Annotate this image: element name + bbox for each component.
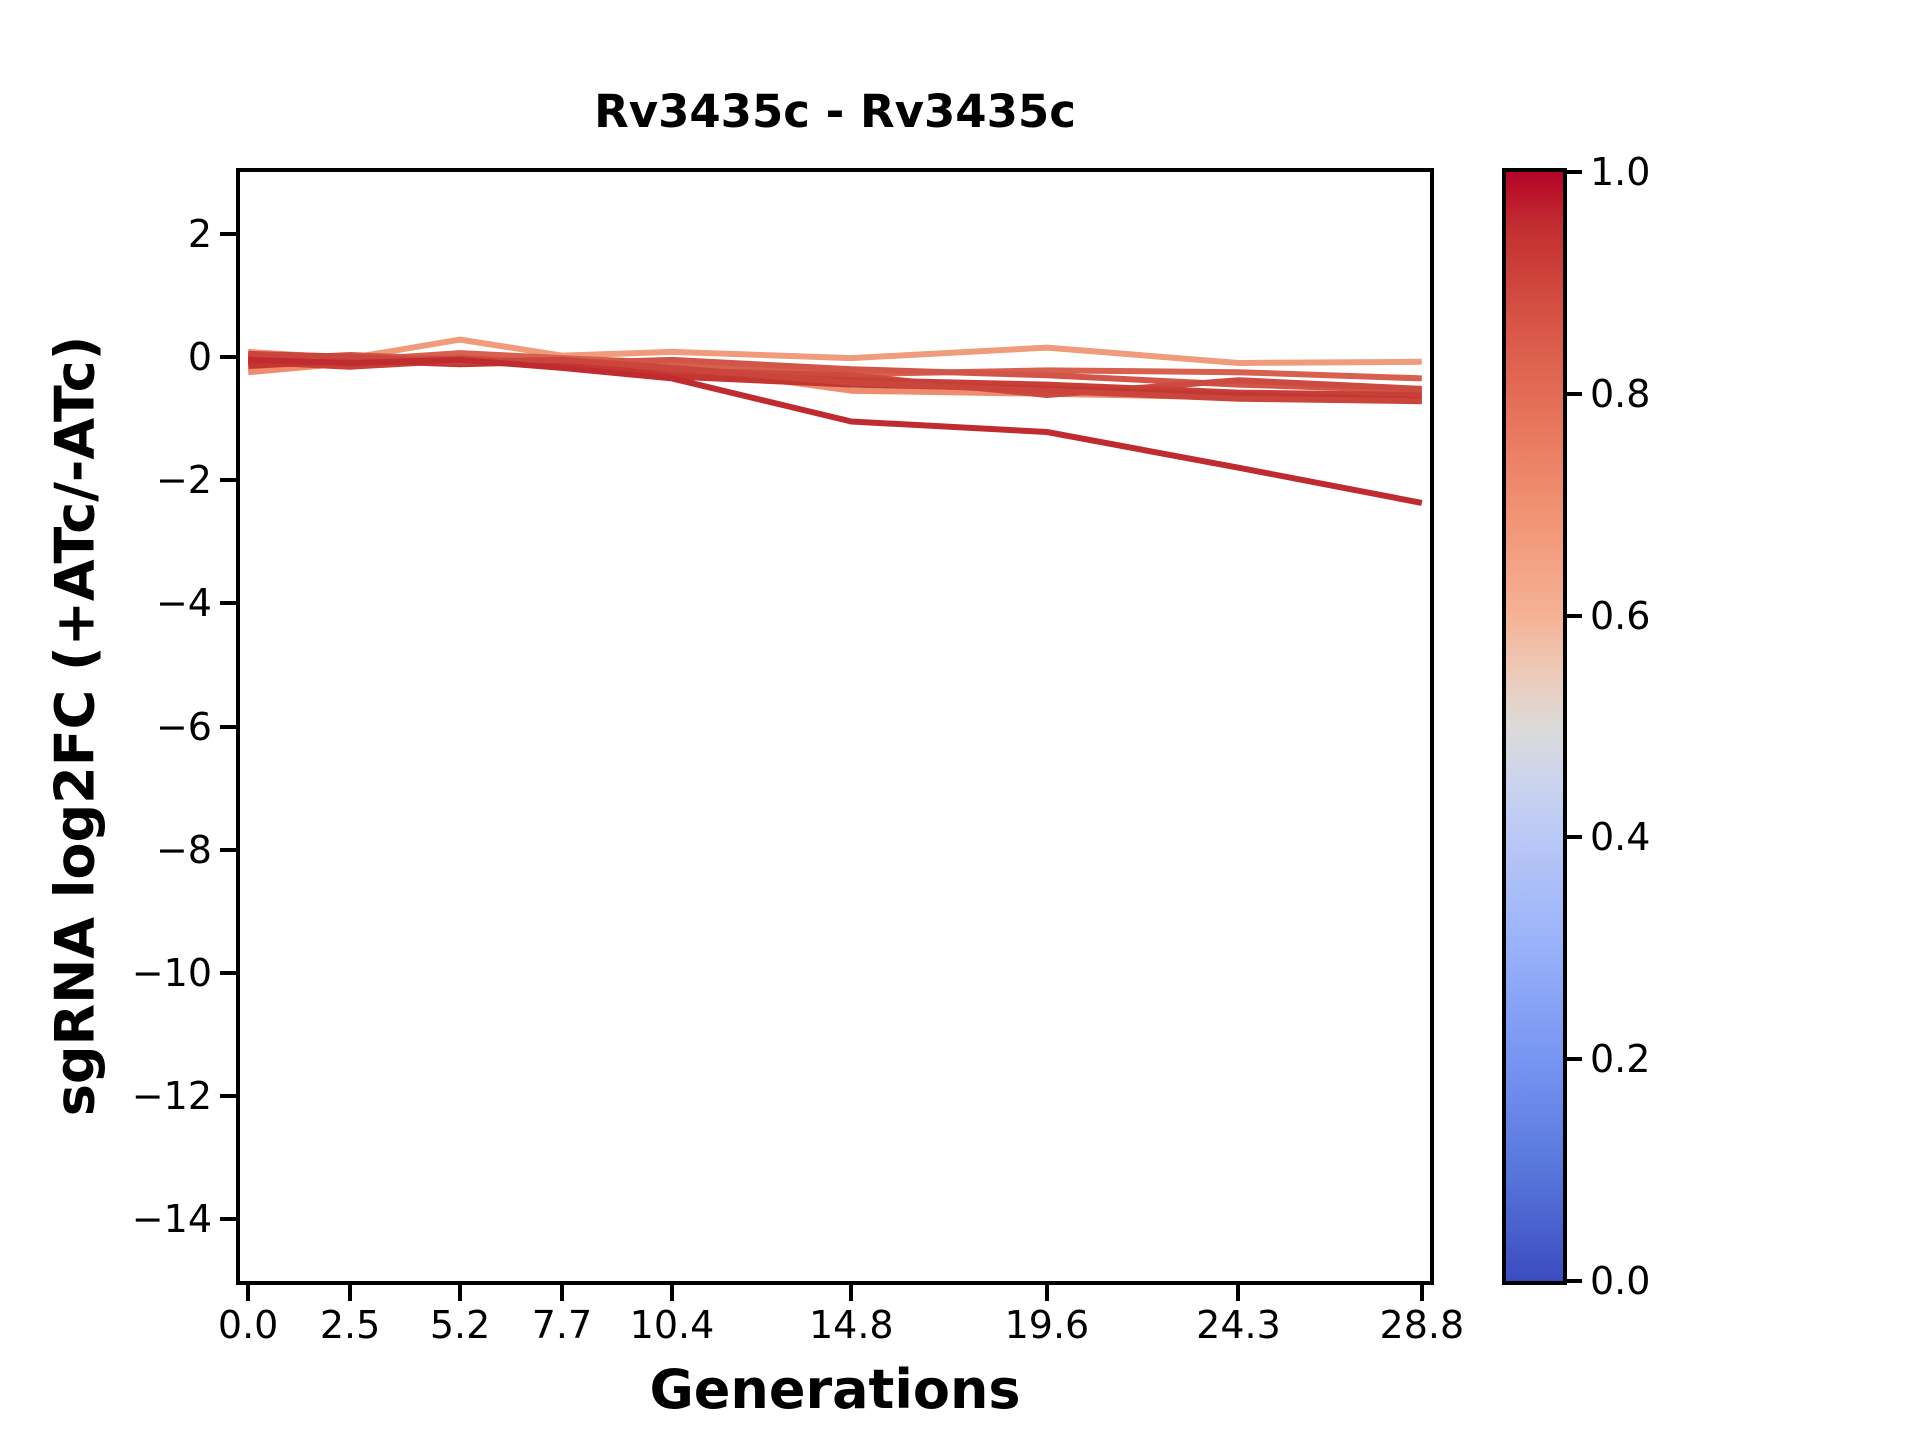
colorbar-tick-mark [1567, 170, 1582, 174]
y-tick-mark [220, 478, 236, 483]
y-tick-label: −10 [131, 950, 212, 995]
y-tick-mark [220, 970, 236, 975]
x-tick-mark [1419, 1285, 1424, 1301]
y-tick-label: −14 [131, 1197, 212, 1242]
x-tick-label: 14.8 [808, 1303, 894, 1347]
x-tick-mark [348, 1285, 353, 1301]
x-tick-mark [246, 1285, 251, 1301]
x-tick-label: 7.7 [531, 1303, 593, 1347]
sgrna-line-8 [248, 350, 1422, 405]
x-tick-mark [669, 1285, 674, 1301]
y-tick-mark [220, 601, 236, 606]
y-tick-mark [220, 847, 236, 852]
x-tick-label: 28.8 [1379, 1303, 1465, 1347]
colorbar-tick-mark [1567, 613, 1582, 618]
sgrna-line-1 [248, 336, 1422, 366]
y-tick-label: 2 [187, 211, 212, 256]
y-tick-mark [220, 1094, 236, 1099]
y-tick-label: −4 [155, 581, 212, 626]
y-tick-label: −12 [131, 1074, 212, 1119]
line-series-canvas [247, 336, 1423, 506]
colorbar-tick-label: 0.6 [1590, 593, 1651, 638]
colorbar-tick-mark [1567, 391, 1582, 396]
x-tick-label: 0.0 [217, 1303, 279, 1347]
x-tick-label: 19.6 [1004, 1303, 1090, 1347]
plot-area [236, 168, 1434, 1285]
y-tick-mark [220, 1217, 236, 1222]
chart-title: Rv3435c - Rv3435c [594, 85, 1076, 138]
y-tick-mark [220, 724, 236, 729]
sgrna-line-9 [248, 356, 1423, 506]
y-tick-label: −6 [155, 704, 212, 749]
colorbar-tick-mark [1567, 1057, 1582, 1062]
colorbar-tick-label: 0.8 [1590, 371, 1651, 416]
x-tick-label: 5.2 [429, 1303, 491, 1347]
x-tick-mark [849, 1285, 854, 1301]
x-tick-label: 24.3 [1196, 1303, 1281, 1347]
colorbar-tick-label: 1.0 [1590, 150, 1651, 194]
x-axis-label: Generations [649, 1358, 1021, 1421]
x-tick-mark [458, 1285, 463, 1301]
colorbar-tick-label: 0.4 [1590, 815, 1651, 860]
x-tick-mark [1044, 1285, 1049, 1301]
y-tick-mark [220, 354, 236, 359]
y-tick-mark [220, 231, 236, 236]
y-tick-label: −8 [155, 827, 212, 872]
y-tick-label: 0 [187, 334, 212, 379]
colorbar-tick-mark [1567, 1279, 1582, 1283]
x-tick-label: 10.4 [629, 1303, 715, 1347]
y-tick-label: −2 [155, 458, 212, 503]
x-tick-mark [1236, 1285, 1241, 1301]
colorbar-tick-label: 0.0 [1590, 1259, 1651, 1303]
colorbar [1502, 168, 1567, 1285]
colorbar-tick-mark [1567, 835, 1582, 840]
colorbar-tick-label: 0.2 [1590, 1037, 1651, 1082]
x-tick-label: 2.5 [319, 1303, 381, 1347]
x-tick-mark [559, 1285, 564, 1301]
